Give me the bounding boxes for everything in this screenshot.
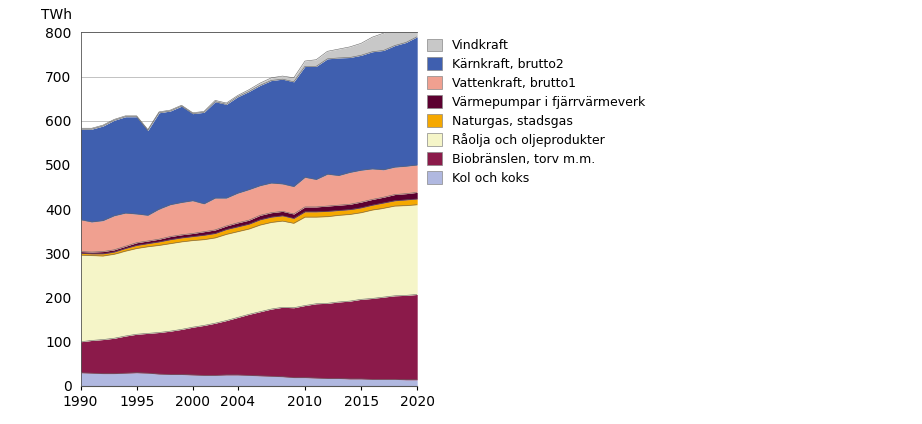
- Y-axis label: TWh: TWh: [41, 8, 73, 22]
- Legend: Vindkraft, Kärnkraft, brutto2, Vattenkraft, brutto1, Värmepumpar i fjärrvärmever: Vindkraft, Kärnkraft, brutto2, Vattenkra…: [427, 39, 645, 184]
